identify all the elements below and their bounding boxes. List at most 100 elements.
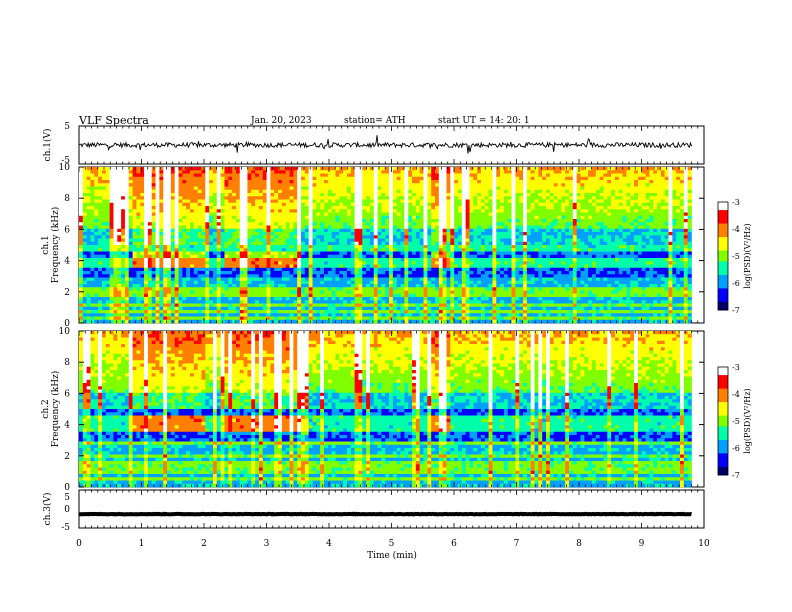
spectrogram-cell — [289, 271, 294, 275]
spectrogram-cell — [163, 316, 168, 321]
spectrogram-cell — [258, 290, 264, 295]
spectrogram-cell — [270, 280, 275, 285]
spectrogram-cell — [159, 235, 164, 239]
spectrogram-cell — [419, 186, 424, 191]
spectrogram-cell — [79, 183, 84, 187]
spectrogram-cell — [408, 274, 413, 278]
spectrogram-cell — [385, 300, 390, 304]
spectrogram-cell — [278, 241, 283, 246]
spectrogram-cell — [113, 183, 118, 187]
spectrogram-cell — [178, 264, 183, 269]
spectrogram-cell — [136, 183, 141, 187]
spectrogram-cell — [197, 303, 202, 308]
spectrogram-cell — [381, 254, 386, 259]
spectrogram-cell — [461, 180, 466, 184]
spectrogram-cell — [396, 180, 401, 184]
spectrogram-cell — [438, 280, 443, 285]
spectrogram-cell — [255, 209, 260, 213]
spectrogram-cell — [461, 186, 466, 191]
spectrogram-cell — [193, 170, 198, 174]
spectrogram-cell — [354, 232, 359, 236]
spectrogram-cell — [205, 316, 210, 321]
spectrogram-cell — [167, 319, 172, 324]
spectrogram-cell — [109, 254, 114, 259]
spectrogram-cell — [98, 183, 103, 187]
spectrogram-cell — [193, 238, 198, 243]
spectrogram-cell — [301, 271, 306, 275]
spectrogram-cell — [400, 303, 405, 308]
spectrogram-cell — [124, 248, 130, 252]
spectrogram-cell — [243, 183, 248, 187]
spectrogram-cell — [258, 196, 264, 200]
spectrogram-cell — [385, 284, 390, 288]
spectrogram-cell — [251, 290, 256, 295]
spectrogram-cell — [381, 199, 386, 204]
spectrogram-cell — [140, 225, 145, 230]
spectrogram-cell — [155, 235, 160, 239]
spectrogram-cell — [266, 310, 271, 314]
spectrogram-cell — [412, 306, 417, 311]
spectrogram-cell — [220, 228, 225, 233]
spectrogram-cell — [304, 199, 309, 204]
spectrogram-cell — [339, 180, 344, 184]
spectrogram-cell — [201, 238, 206, 243]
spectrogram-cell — [216, 219, 221, 223]
spectrogram-cell — [98, 176, 103, 181]
spectrogram-cell — [109, 316, 114, 321]
spectrogram-cell — [274, 254, 279, 259]
spectrogram-cell — [167, 254, 172, 259]
spectrogram-cell — [442, 196, 447, 200]
spectrogram-cell — [274, 300, 279, 304]
spectrogram-cell — [285, 215, 290, 220]
spectrogram-cell — [335, 183, 340, 187]
spectrogram-cell — [389, 183, 394, 187]
spectrogram-cell — [369, 245, 375, 249]
spectrogram-cell — [415, 300, 421, 304]
spectrogram-cell — [308, 271, 313, 275]
spectrogram-cell — [392, 264, 398, 269]
spectrogram-cell — [258, 254, 264, 259]
spectrogram-cell — [90, 215, 95, 220]
spectrogram-cell — [415, 180, 421, 184]
spectrogram-cell — [243, 251, 248, 256]
spectrogram-cell — [121, 245, 126, 249]
spectrogram-cell — [228, 319, 233, 324]
spectrogram-cell — [362, 290, 367, 295]
spectrogram-cell — [205, 303, 210, 308]
spectrogram-cell — [438, 241, 443, 246]
spectrogram-cell — [159, 297, 164, 301]
spectrogram-cell — [385, 186, 390, 191]
spectrogram-cell — [396, 251, 401, 256]
spectrogram-cell — [197, 189, 202, 194]
spectrogram-cell — [124, 222, 130, 226]
spectrogram-cell — [427, 241, 432, 246]
spectrogram-cell — [377, 215, 382, 220]
spectrogram-cell — [159, 219, 164, 223]
spectrogram-cell — [247, 319, 252, 324]
spectrogram-cell — [362, 167, 367, 171]
spectrogram-cell — [343, 189, 348, 194]
spectrogram-cell — [320, 225, 325, 230]
spectrogram-cell — [124, 176, 130, 181]
spectrogram-cell — [163, 254, 168, 259]
spectrogram-cell — [289, 245, 294, 249]
spectrogram-cell — [197, 319, 202, 324]
spectrogram-cell — [243, 186, 248, 191]
spectrogram-cell — [232, 303, 237, 308]
spectrogram-cell — [262, 167, 267, 171]
spectrogram-cell — [354, 176, 359, 181]
spectrogram-cell — [415, 280, 421, 285]
spectrogram-cell — [124, 219, 130, 223]
spectrogram-cell — [350, 277, 355, 282]
spectrogram-cell — [247, 167, 252, 171]
spectrogram-cell — [423, 248, 428, 252]
spectrogram-cell — [400, 297, 405, 301]
spectrogram-cell — [243, 206, 248, 210]
spectrogram-cell — [327, 267, 332, 272]
spectrogram-cell — [369, 176, 375, 181]
spectrogram-cell — [201, 167, 206, 171]
spectrogram-cell — [285, 310, 290, 314]
spectrogram-cell — [415, 264, 421, 269]
spectrogram-cell — [255, 280, 260, 285]
spectrogram-cell — [205, 300, 210, 304]
